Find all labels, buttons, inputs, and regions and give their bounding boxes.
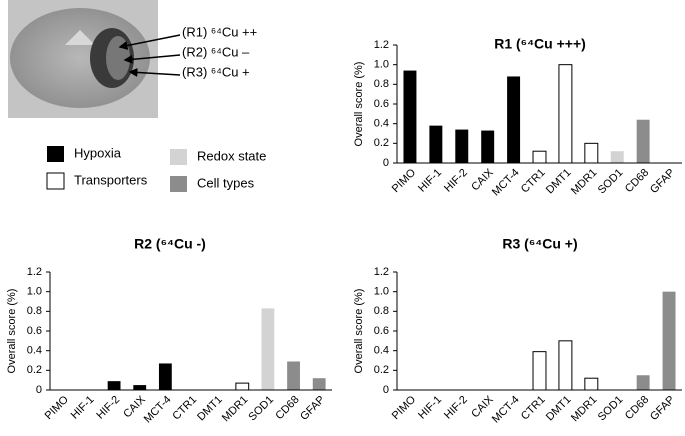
y-axis-label: Overall score (%) [353,289,365,374]
x-tick-label: HIF-1 [416,167,444,195]
x-tick-label: DMT1 [544,394,574,424]
arrow [118,34,181,50]
legend-label: Hypoxia [74,145,122,160]
y-tick-label: 0.2 [27,364,42,376]
y-axis-label: Overall score (%) [6,289,18,374]
y-tick-label: 0.4 [27,345,42,357]
arrow [123,54,181,64]
y-tick-label: 1.2 [374,266,389,278]
chart-title: R1 (⁶⁴Cu +++) [494,36,586,52]
bar [636,375,650,390]
legend-swatch [170,149,187,165]
y-tick-label: 0 [383,157,389,169]
x-tick-label: HIF-1 [69,394,97,422]
x-tick-label: MCT-4 [142,394,174,426]
legend-label: Redox state [197,148,266,163]
region-label: (R1) ⁶⁴Cu ++ [182,24,257,39]
y-tick-label: 1.0 [374,286,389,298]
x-tick-label: CTR1 [170,394,199,423]
x-tick-label: SOD1 [596,167,626,197]
x-tick-label: CD68 [623,394,651,422]
bar [662,291,676,390]
bar [107,381,121,390]
bar [133,385,147,390]
bar [261,308,275,390]
bar [532,150,547,164]
legend-swatch [47,146,64,162]
bar [235,382,250,391]
y-tick-label: 0 [383,384,389,396]
region-label: (R2) ⁶⁴Cu – [182,44,250,59]
bar [558,64,573,164]
y-tick-label: 0.8 [374,305,389,317]
region-label: (R3) ⁶⁴Cu + [182,64,250,79]
x-tick-label: CD68 [623,167,651,195]
legend-label: Cell types [197,175,255,190]
x-tick-label: MDR1 [569,167,600,198]
x-tick-label: HIF-2 [442,167,470,195]
x-tick-label: GFAP [648,167,677,196]
x-tick-label: CTR1 [519,167,548,196]
y-axis-label: Overall score (%) [353,62,365,147]
bar [584,142,599,164]
bar [584,377,599,391]
arrow [128,67,181,77]
x-tick-label: GFAP [298,394,327,423]
y-tick-label: 1.2 [374,39,389,51]
x-tick-label: PIMO [43,393,72,422]
x-tick-label: MDR1 [569,394,600,425]
chart-title: R3 (⁶⁴Cu +) [502,236,577,252]
y-tick-label: 0.6 [374,98,389,110]
y-tick-label: 0.8 [374,78,389,90]
bar [429,125,443,163]
y-tick-label: 1.0 [27,286,42,298]
bar [158,363,172,390]
legend-swatch [170,176,187,192]
y-tick-label: 1.2 [27,266,42,278]
bar [636,119,650,163]
x-tick-label: SOD1 [246,394,276,424]
bar [507,76,521,163]
bar [558,340,573,391]
x-tick-label: DMT1 [195,394,225,424]
y-tick-label: 0.4 [374,345,389,357]
x-tick-label: MCT-4 [490,167,522,199]
y-tick-label: 0.2 [374,137,389,149]
bar [610,151,624,163]
y-tick-label: 0.6 [27,325,42,337]
x-tick-label: MCT-4 [490,394,522,426]
x-tick-label: HIF-1 [416,394,444,422]
x-tick-label: CD68 [273,394,301,422]
x-tick-label: SOD1 [596,394,626,424]
y-tick-label: 0.2 [374,364,389,376]
chart-title: R2 (⁶⁴Cu -) [134,236,206,252]
bar [455,129,469,163]
y-tick-label: 1.0 [374,59,389,71]
legend-label: Transporters [74,172,148,187]
y-tick-label: 0.6 [374,325,389,337]
x-tick-label: DMT1 [544,167,574,197]
bar [287,361,300,390]
x-tick-label: HIF-2 [94,394,122,422]
bar [532,351,547,391]
bar [481,130,495,163]
x-tick-label: PIMO [390,393,419,422]
y-tick-label: 0.4 [374,118,389,130]
x-tick-label: MDR1 [220,394,251,425]
bar [312,378,326,390]
bar [403,70,417,163]
x-tick-label: GFAP [648,394,677,423]
y-tick-label: 0.8 [27,305,42,317]
x-tick-label: HIF-2 [442,394,470,422]
x-tick-label: PIMO [390,166,419,195]
legend-swatch [46,172,65,190]
x-tick-label: CTR1 [519,394,548,423]
y-tick-label: 0 [36,384,42,396]
